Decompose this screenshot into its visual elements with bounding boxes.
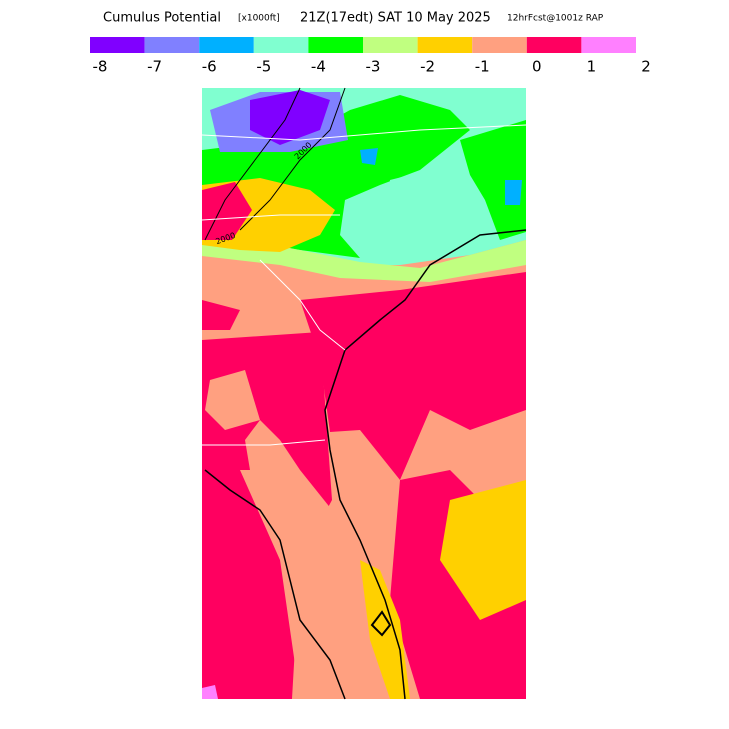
region: [240, 470, 380, 699]
contour: [239, 87, 346, 231]
state-line: [201, 214, 340, 221]
field: [202, 88, 526, 699]
colorbar-box: [526, 37, 582, 53]
colorbar-tick-label: -7: [147, 58, 162, 76]
region: [202, 300, 240, 330]
contour: [204, 87, 301, 241]
colorbar-tick-label: 0: [532, 58, 542, 76]
colorbar-tick-label: 1: [587, 58, 597, 76]
region: [460, 120, 526, 240]
coastline: [324, 229, 527, 700]
region: [202, 232, 526, 282]
region: [440, 480, 526, 620]
title: Cumulus Potential [x1000ft] 21Z(17edt) S…: [103, 11, 604, 26]
coastline: [204, 469, 346, 700]
colorbar-box: [472, 37, 527, 53]
colorbar-tick-label: 2: [641, 58, 651, 76]
colorbar-box: [144, 37, 200, 53]
colorbar-box: [199, 37, 254, 53]
region: [205, 370, 260, 430]
lake: [370, 610, 392, 637]
state-line: [259, 259, 346, 351]
region: [300, 272, 526, 480]
region: [385, 170, 480, 245]
region: [202, 685, 218, 699]
colorbar-tick-label: -1: [475, 58, 490, 76]
region: [505, 180, 522, 205]
map: 2000 2000: [201, 87, 527, 700]
colorbar-tick-label: -3: [366, 58, 381, 76]
colorbar-tick-label: -2: [420, 58, 435, 76]
colorbar-box: [417, 37, 473, 53]
colorbar-tick-label: -8: [93, 58, 108, 76]
colorbar-box: [253, 37, 309, 53]
colorbar-tick-label: -6: [202, 58, 217, 76]
colorbar: -8 -7 -6 -5 -4 -3 -2 -1 0 1 2: [90, 37, 651, 76]
region: [360, 560, 410, 699]
colorbar-box: [363, 37, 418, 53]
colorbar-box: [90, 37, 145, 53]
state-line: [201, 124, 527, 141]
region: [360, 148, 378, 165]
title-name: Cumulus Potential: [103, 11, 221, 26]
colorbar-tick-label: -4: [311, 58, 326, 76]
title-time: 21Z(17edt) SAT 10 May 2025: [300, 11, 491, 26]
state-line: [202, 439, 326, 446]
region: [202, 182, 252, 240]
region: [250, 90, 330, 145]
boundaries: [201, 87, 527, 700]
title-units: [x1000ft]: [238, 14, 280, 24]
title-run: 12hrFcst@1001z RAP: [507, 14, 604, 24]
colorbar-tick-label: -5: [256, 58, 271, 76]
colorbar-box: [581, 37, 636, 53]
colorbar-box: [308, 37, 363, 53]
